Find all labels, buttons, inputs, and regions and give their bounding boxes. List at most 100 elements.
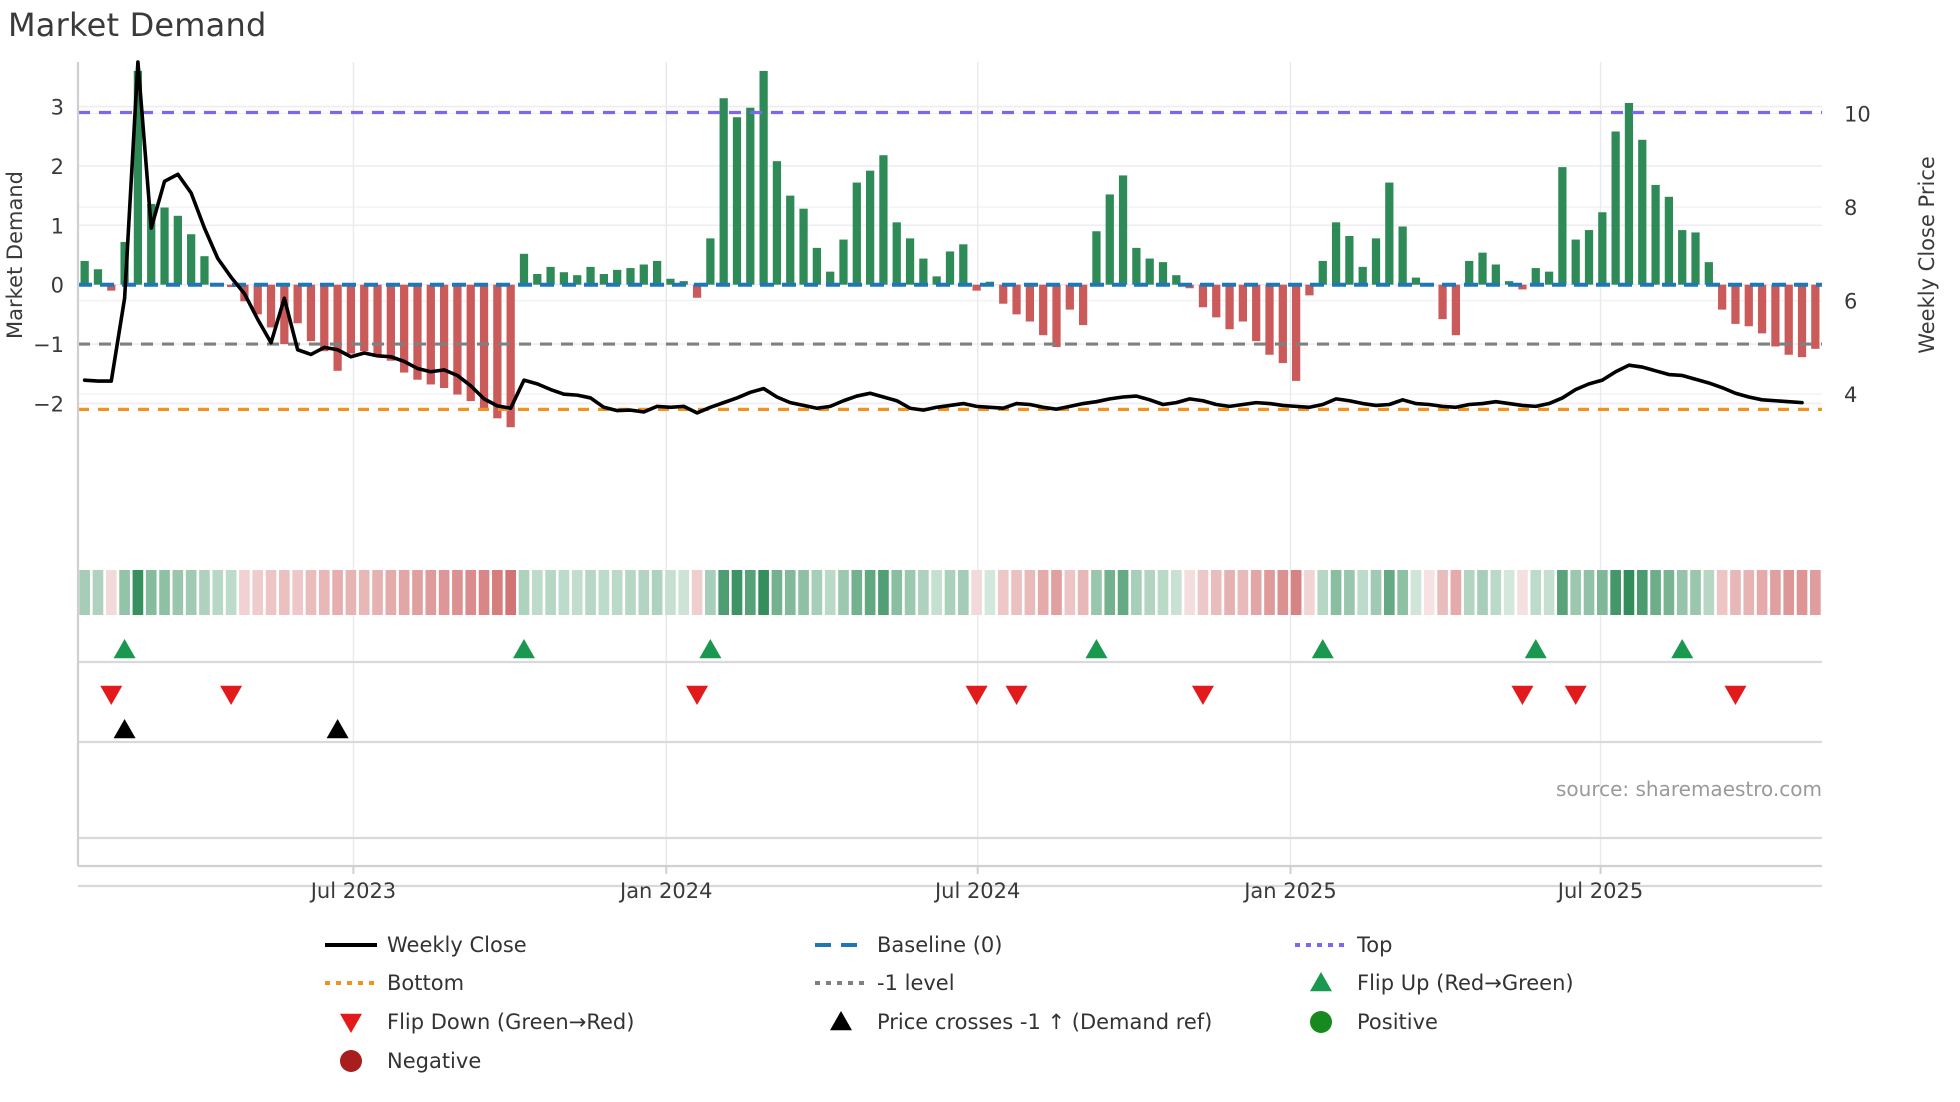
demand-bar <box>400 284 409 373</box>
demand-bar <box>546 266 555 285</box>
flip-up-marker <box>1524 639 1547 659</box>
x-axis-tick-label: Jul 2025 <box>1556 879 1643 903</box>
demand-bar <box>1544 271 1554 285</box>
demand-bar <box>93 269 103 285</box>
legend-item[interactable]: Flip Down (Green→Red) <box>340 1010 634 1034</box>
demand-bar <box>466 284 475 402</box>
demand-bar <box>1105 194 1114 285</box>
demand-bar <box>280 284 289 345</box>
demand-bar <box>1331 222 1341 285</box>
legend-item[interactable]: Top <box>1295 933 1392 957</box>
demand-bar <box>812 247 821 285</box>
heat-cell <box>1756 570 1768 615</box>
heat-cell <box>824 570 836 615</box>
demand-bar <box>1465 260 1474 285</box>
heat-cell <box>558 570 570 615</box>
legend-label: -1 level <box>877 971 955 995</box>
demand-bar <box>1558 167 1567 285</box>
legend-circle-icon <box>340 1050 362 1072</box>
chart-vertical-gridlines <box>352 62 1602 866</box>
heat-cell <box>984 570 996 615</box>
left-axis-ticks: 3 2 1 0 −1 −2 <box>33 96 64 417</box>
legend-item[interactable]: Weekly Close <box>325 933 527 957</box>
demand-bar <box>772 161 782 285</box>
legend-item[interactable]: Positive <box>1310 1010 1438 1034</box>
heat-cell <box>638 570 650 615</box>
demand-bar <box>639 264 648 285</box>
demand-bar <box>1039 284 1048 336</box>
heat-cell <box>1091 570 1102 615</box>
heat-cell <box>957 570 969 615</box>
heat-cell <box>305 570 317 615</box>
demand-bar <box>1638 139 1647 285</box>
demand-bar <box>945 251 955 285</box>
demand-bar <box>1704 262 1713 285</box>
heat-cell <box>79 570 90 615</box>
heat-cell <box>1077 570 1089 615</box>
demand-bar <box>1678 230 1687 285</box>
demand-bar <box>293 284 302 324</box>
right-axis-tick-label: 6 <box>1844 290 1857 314</box>
heat-cell <box>1051 570 1062 615</box>
demand-bar <box>706 238 715 285</box>
demand-bars <box>80 70 1820 428</box>
demand-bar <box>1318 260 1327 285</box>
legend-triangle-up-icon <box>1310 972 1332 992</box>
heat-cell <box>531 570 543 615</box>
demand-bar <box>599 274 608 285</box>
legend-item[interactable]: -1 level <box>815 971 955 995</box>
heat-cell <box>1384 570 1395 615</box>
heat-cell <box>1304 570 1315 615</box>
legend-label: Weekly Close <box>387 933 527 957</box>
heat-cell <box>1104 570 1116 615</box>
heat-cell <box>1024 570 1036 615</box>
demand-bar <box>253 284 262 315</box>
demand-bar <box>586 266 595 285</box>
legend-item[interactable]: Baseline (0) <box>815 933 1002 957</box>
demand-bar <box>905 238 915 285</box>
heat-cell <box>1450 570 1462 615</box>
heat-cell <box>318 570 330 615</box>
demand-bar <box>1052 284 1061 348</box>
demand-bar <box>1012 284 1021 315</box>
demand-bar <box>413 284 422 380</box>
demand-bar <box>120 241 129 285</box>
demand-bar <box>1664 196 1674 285</box>
legend-label: Positive <box>1357 1010 1438 1034</box>
left-axis-tick-label: −2 <box>33 392 64 416</box>
heat-cell <box>465 570 477 615</box>
demand-bar <box>1118 175 1128 285</box>
heat-cell <box>864 570 876 615</box>
heat-cell <box>478 570 490 615</box>
demand-bar <box>1025 284 1034 322</box>
heat-cell <box>811 570 823 615</box>
legend-item[interactable]: Price crosses -1 ↑ (Demand ref) <box>830 1010 1212 1034</box>
heat-cell <box>1796 570 1808 615</box>
flip-up-marker <box>1311 639 1334 659</box>
heat-cell <box>944 570 956 615</box>
heat-cell <box>452 570 463 615</box>
heat-cell <box>1197 570 1209 615</box>
demand-bar <box>1797 284 1807 358</box>
legend-triangle-down-icon <box>340 1013 362 1033</box>
demand-bar <box>1731 284 1740 324</box>
heat-cell <box>1716 570 1728 615</box>
heat-cell <box>1144 570 1156 615</box>
price-cross-marker <box>113 719 136 739</box>
legend-item[interactable]: Negative <box>340 1049 481 1073</box>
demand-bar <box>519 253 529 285</box>
left-axis-tick-label: −1 <box>33 333 64 357</box>
legend-item[interactable]: Bottom <box>325 971 464 995</box>
heat-cell <box>279 570 290 615</box>
legend-item[interactable]: Flip Up (Red→Green) <box>1310 971 1574 995</box>
heat-cell <box>292 570 303 615</box>
demand-bar <box>1438 284 1447 320</box>
heat-cell <box>1224 570 1235 615</box>
demand-bar <box>360 284 369 352</box>
heat-cell <box>1210 570 1222 615</box>
demand-bar <box>972 284 981 291</box>
heat-cell <box>398 570 410 615</box>
demand-bar <box>1478 252 1487 285</box>
demand-bar <box>1811 284 1820 349</box>
heat-cell <box>705 570 716 615</box>
